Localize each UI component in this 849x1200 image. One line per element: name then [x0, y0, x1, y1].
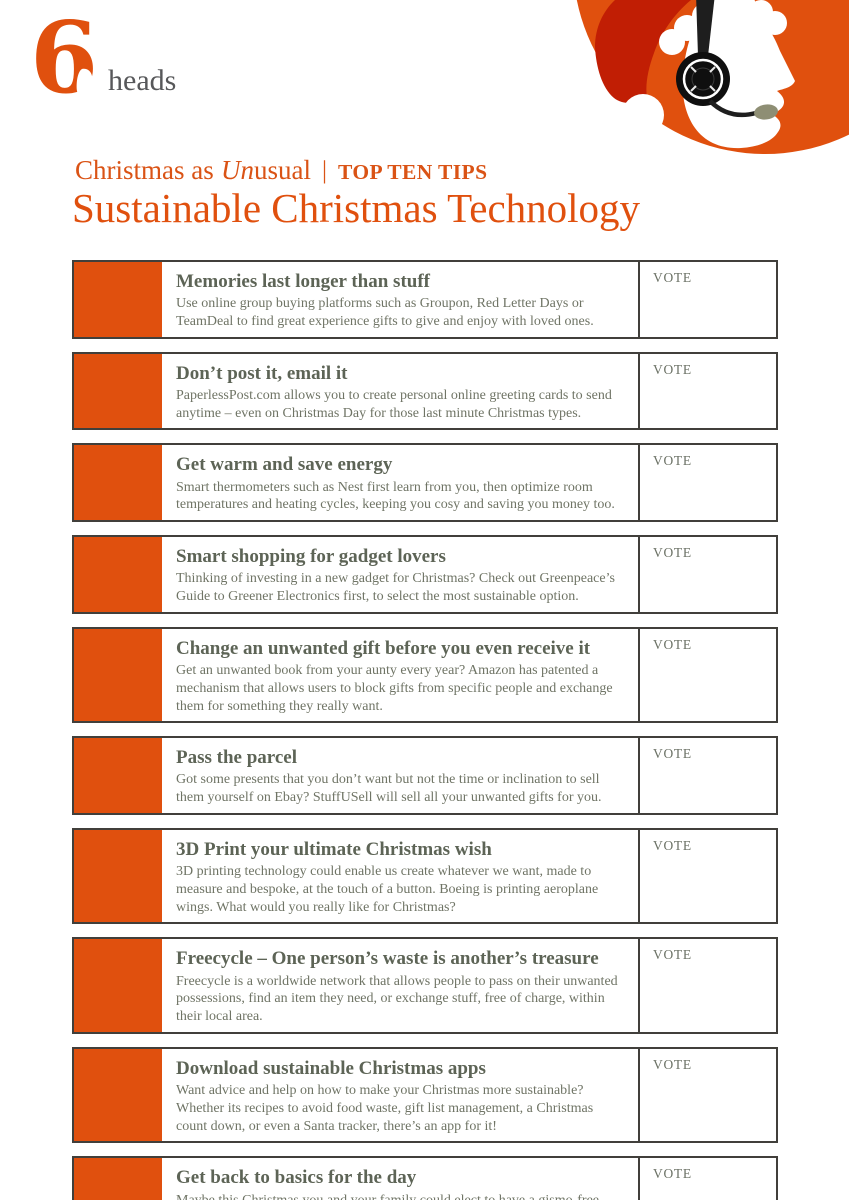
santa-headset-icon	[576, 0, 849, 154]
vote-cell[interactable]: VOTE	[638, 1158, 776, 1200]
tip-content: Get back to basics for the day Maybe thi…	[162, 1158, 638, 1200]
tip-card-9: Download sustainable Christmas apps Want…	[72, 1046, 778, 1144]
santa-hat-icon	[595, 0, 691, 104]
page-title: Sustainable Christmas Technology	[72, 185, 641, 231]
tip-title: Get back to basics for the day	[176, 1167, 417, 1189]
tip-title: Download sustainable Christmas apps	[176, 1057, 486, 1079]
tip-description: PaperlessPost.com allows you to create p…	[176, 387, 612, 421]
headset-band	[696, 0, 715, 56]
tip-title: Memories last longer than stuff	[176, 271, 431, 292]
series-name: Christmas as	[75, 155, 214, 185]
vote-cell[interactable]: VOTE	[638, 353, 776, 429]
tip-title: Smart shopping for gadget lovers	[176, 546, 446, 568]
tip-title: Get warm and save energy	[176, 454, 393, 476]
tip-description: Maybe this Christmas you and your family…	[176, 1192, 624, 1200]
vote-cell[interactable]: VOTE	[638, 738, 776, 813]
tip-title: 3D Print your ultimate Christmas wish	[176, 838, 492, 860]
tip-content: Pass the parcel Got some presents that y…	[162, 738, 638, 813]
sixheads-logo: 6 heads	[30, 10, 230, 130]
tip-number-block	[74, 939, 162, 1032]
microphone-icon	[754, 104, 778, 120]
tip-card-4: Smart shopping for gadget lovers Thinkin…	[72, 535, 778, 614]
tip-number-block	[74, 445, 162, 521]
tip-card-6: Pass the parcel Got some presents that y…	[72, 736, 778, 815]
tips-list: Memories last longer than stuff Use onli…	[72, 260, 778, 1200]
tip-content: Change an unwanted gift before you even …	[162, 629, 638, 721]
tip-description: Get an unwanted book from your aunty eve…	[176, 662, 613, 714]
tip-content: Get warm and save energy Smart thermomet…	[162, 445, 638, 520]
tip-content: Smart shopping for gadget lovers Thinkin…	[162, 537, 638, 612]
heading-separator: |	[322, 157, 328, 184]
tip-description: Use online group buying platforms such a…	[176, 296, 594, 329]
series-name-rest: usual	[254, 155, 312, 185]
logo-face-profile-icon	[76, 68, 96, 98]
tip-description: Freecycle is a worldwide network that al…	[176, 973, 618, 1025]
tip-number-block	[74, 628, 162, 722]
tip-title: Freecycle – One person’s waste is anothe…	[176, 948, 599, 970]
tip-description: Smart thermometers such as Nest first le…	[176, 479, 615, 513]
tip-card-3: Get warm and save energy Smart thermomet…	[72, 443, 778, 523]
tip-content: Don’t post it, email it PaperlessPost.co…	[162, 354, 638, 429]
tip-number-block	[74, 537, 162, 612]
tip-title: Change an unwanted gift before you even …	[176, 637, 591, 659]
tip-content: 3D Print your ultimate Christmas wish 3D…	[162, 830, 638, 922]
series-heading: Christmas as Unusual | TOP TEN TIPS	[75, 155, 487, 186]
tip-description: Thinking of investing in a new gadget fo…	[176, 571, 615, 605]
tip-content: Freecycle – One person’s waste is anothe…	[162, 939, 638, 1031]
tip-number-block	[74, 1048, 162, 1142]
tip-content: Download sustainable Christmas apps Want…	[162, 1049, 638, 1141]
vote-cell[interactable]: VOTE	[638, 262, 776, 337]
tip-card-2: Don’t post it, email it PaperlessPost.co…	[72, 351, 778, 431]
tip-content: Memories last longer than stuff Use onli…	[162, 262, 638, 337]
tip-description: Want advice and help on how to make your…	[176, 1083, 594, 1134]
tip-number-block	[74, 353, 162, 429]
pom-pom-icon	[622, 94, 664, 136]
headset-earcup-icon	[676, 52, 730, 106]
tip-card-7: 3D Print your ultimate Christmas wish 3D…	[72, 827, 778, 925]
tip-number-block	[74, 1158, 162, 1200]
tip-card-10: Get back to basics for the day Maybe thi…	[72, 1156, 778, 1200]
masthead-graphic	[569, 0, 849, 160]
tip-number-block	[74, 829, 162, 923]
tip-card-5: Change an unwanted gift before you even …	[72, 626, 778, 724]
vote-cell[interactable]: VOTE	[638, 829, 776, 923]
vote-cell[interactable]: VOTE	[638, 445, 776, 521]
logo-wordmark: heads	[108, 64, 177, 97]
vote-cell[interactable]: VOTE	[638, 628, 776, 722]
vote-cell[interactable]: VOTE	[638, 1048, 776, 1142]
tip-title: Pass the parcel	[176, 747, 298, 769]
series-name-italic: Un	[221, 155, 255, 185]
tip-number-block	[74, 262, 162, 337]
vote-cell[interactable]: VOTE	[638, 939, 776, 1032]
tip-description: 3D printing technology could enable us c…	[176, 864, 599, 915]
tip-card-1: Memories last longer than stuff Use onli…	[72, 260, 778, 339]
tip-description: Got some presents that you don’t want bu…	[176, 772, 602, 806]
tip-title: Don’t post it, email it	[176, 362, 348, 384]
mic-arm	[708, 99, 757, 118]
vote-cell[interactable]: VOTE	[638, 537, 776, 612]
series-tagline: TOP TEN TIPS	[338, 160, 488, 184]
tip-card-8: Freecycle – One person’s waste is anothe…	[72, 937, 778, 1034]
tip-number-block	[74, 738, 162, 813]
